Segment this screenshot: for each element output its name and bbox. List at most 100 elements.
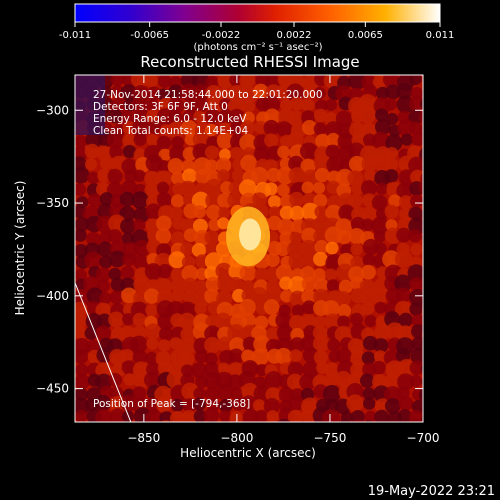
heatmap-cell — [395, 347, 411, 363]
heatmap-cell — [262, 95, 281, 114]
heatmap-cell — [288, 276, 306, 295]
heatmap-cell — [156, 181, 170, 194]
colorbar-tick-label: 0.011 — [426, 30, 455, 41]
heatmap-cell — [122, 252, 137, 267]
heatmap-cell — [315, 99, 328, 112]
heatmap-cell — [110, 75, 125, 87]
heatmap-cell — [410, 243, 423, 256]
heatmap-cell — [371, 194, 388, 211]
heatmap-cell — [145, 97, 159, 111]
heatmap-cell — [172, 419, 184, 422]
heatmap-cell — [326, 156, 344, 174]
heatmap-cell — [419, 110, 423, 125]
heatmap-cell — [191, 242, 207, 258]
heatmap-cell — [313, 288, 329, 305]
heatmap-cell — [98, 292, 112, 305]
heatmap-cell — [203, 407, 220, 422]
heatmap-cell — [388, 194, 402, 208]
heatmap-cell — [96, 313, 113, 329]
heatmap-cell — [240, 154, 258, 172]
heatmap-cell — [132, 361, 150, 379]
heatmap-cell — [217, 169, 230, 182]
heatmap-cell — [265, 252, 280, 268]
heatmap-cell — [109, 290, 124, 305]
heatmap-cell — [396, 82, 413, 100]
heatmap-cell — [408, 121, 422, 135]
heatmap-cell — [300, 335, 318, 352]
heatmap-cell — [97, 168, 111, 183]
heatmap-cell — [205, 108, 220, 124]
heatmap-cell — [384, 169, 399, 183]
heatmap-cell — [133, 206, 150, 223]
heatmap-cell — [121, 232, 135, 246]
heatmap-cell — [132, 219, 146, 232]
heatmap-cell — [181, 277, 198, 294]
heatmap-cell — [299, 373, 316, 391]
heatmap-cell — [219, 409, 232, 422]
heatmap-cell — [108, 267, 122, 281]
heatmap-cell — [217, 217, 230, 230]
heatmap-cell — [216, 132, 234, 149]
heatmap-cell — [87, 171, 100, 185]
heatmap-cell — [204, 336, 221, 354]
heatmap-cell — [268, 195, 282, 209]
heatmap-cell — [242, 336, 258, 352]
heatmap-cell — [421, 413, 423, 422]
heatmap-cell — [409, 289, 423, 307]
colorbar-tick-label: -0.011 — [59, 30, 91, 41]
heatmap-cell — [170, 231, 186, 246]
heatmap-cell — [253, 83, 269, 99]
heatmap-cell — [385, 134, 403, 152]
heatmap-cell — [299, 142, 318, 161]
colorbar-tick-label: 0.0022 — [277, 30, 312, 41]
heatmap-cell — [205, 178, 223, 196]
heatmap-cell — [108, 372, 123, 387]
heatmap-cell — [313, 251, 328, 267]
heatmap-cell — [218, 206, 231, 219]
heatmap-cell — [287, 409, 304, 422]
heatmap-cell — [362, 387, 376, 400]
heatmap-cell — [361, 351, 376, 365]
heatmap-cell — [397, 373, 415, 391]
heatmap-cell — [338, 419, 351, 422]
heatmap-cell — [182, 398, 197, 413]
heatmap-cell — [338, 279, 353, 294]
heatmap-cell — [192, 397, 207, 411]
heatmap-cell — [350, 410, 365, 422]
heatmap-cell — [351, 181, 365, 196]
heatmap-cell — [241, 395, 257, 411]
heatmap-cell — [194, 302, 207, 315]
heatmap-cell — [421, 234, 423, 242]
heatmap-cell — [374, 242, 387, 255]
heatmap-cell — [193, 387, 206, 400]
heatmap-cell — [227, 276, 244, 293]
heatmap-cell — [181, 410, 197, 422]
heatmap-cell — [95, 409, 113, 422]
heatmap-cell — [287, 361, 304, 378]
heatmap-cell — [420, 363, 423, 374]
heatmap-cell — [383, 374, 400, 390]
heatmap-cell — [313, 350, 329, 365]
heatmap-cell — [204, 159, 219, 173]
heatmap-cell — [371, 286, 389, 304]
heatmap-cell — [157, 312, 175, 330]
heatmap-cell — [181, 364, 194, 377]
heatmap-cell — [121, 287, 138, 304]
heatmap-cell — [156, 192, 172, 208]
heatmap-cell — [302, 169, 320, 186]
heatmap-cell — [266, 410, 279, 422]
heatmap-cell — [289, 191, 305, 208]
heatmap-cell — [383, 386, 402, 404]
heatmap-cell — [263, 397, 280, 415]
heatmap-cell — [360, 180, 377, 197]
heatmap-cell — [363, 397, 376, 410]
heatmap-cell — [204, 145, 219, 160]
heatmap-cell — [268, 206, 282, 219]
heatmap-cell — [145, 203, 162, 220]
heatmap-cell — [264, 371, 283, 389]
heatmap-cell — [278, 387, 295, 403]
heatmap-cell — [301, 119, 318, 136]
heatmap-cell — [193, 205, 207, 219]
heatmap-cell — [325, 204, 343, 222]
